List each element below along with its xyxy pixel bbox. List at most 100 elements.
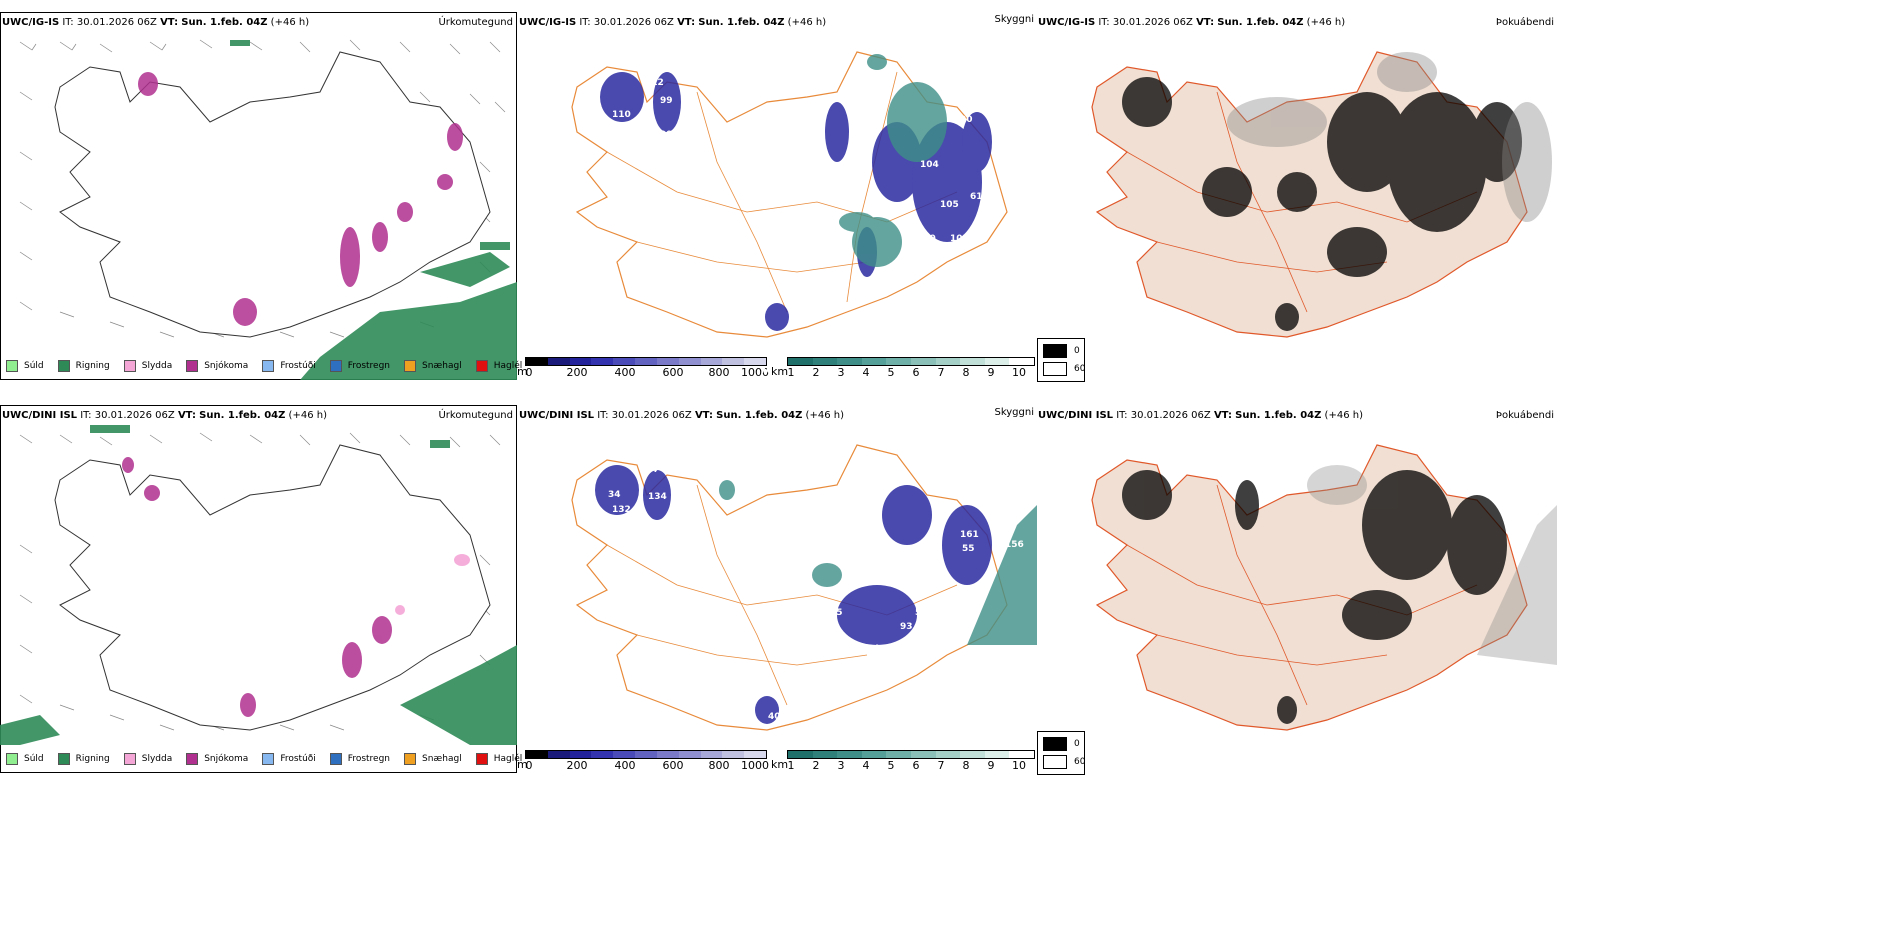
map-value-label: 86 [870,308,883,318]
tick-label: 2 [812,759,820,772]
vis-scalebar [787,750,1035,759]
row2-fog-header: UWC/DINI ISL IT: 30.01.2026 06Z VT: Sun.… [1038,410,1363,422]
fog-legend-row: 60 [1043,362,1085,376]
height-ticks: 0 200 400 600 800 1000 [525,759,770,772]
map-value-label: 134 [648,492,667,502]
legend-item: Slydda [123,360,172,372]
vt-value: Sun. 1.feb. 04Z [181,17,268,28]
vis-unit: km [771,758,789,771]
row2-precip-header: UWC/DINI ISL IT: 30.01.2026 06Z VT: Sun.… [2,410,327,422]
map-value-label: 101 [635,118,654,128]
row1-precip-panel: UWC/IG-IS IT: 30.01.2026 06Z VT: Sun. 1.… [0,12,522,380]
model-name: UWC/IG-IS [1038,17,1096,28]
fog-legend-row: 60 [1043,755,1085,769]
row2-fog-panel: Þokuábendi 0 60 [1037,405,1557,775]
legend-item: Rigning [57,360,110,372]
legend-item: Súld [6,360,44,372]
tick-label: 3 [837,759,845,772]
row1-fog-header: UWC/IG-IS IT: 30.01.2026 06Z VT: Sun. 1.… [1038,17,1345,29]
tick-label: 0 [525,366,533,379]
lead-time: (+46 h) [1306,17,1346,28]
map-value-label: 105 [940,200,959,210]
lead-time: (+46 h) [805,410,844,421]
map-value-label: 85 [830,608,843,618]
vis-unit: km [771,365,789,378]
map-value-label: 94 [867,644,880,654]
model-name: UWC/IG-IS [2,17,60,28]
tick-label: 8 [962,366,970,379]
row2-precip-panel: UWC/DINI ISL IT: 30.01.2026 06Z VT: Sun.… [0,405,522,773]
height-scale: m 0 200 400 600 800 1000 [517,750,770,772]
map-value-label: 22 [867,666,880,676]
vt-value: Sun. 1.feb. 04Z [1217,17,1304,28]
height-scale: m 0 200 400 600 800 1000 [517,357,769,379]
map-value-label: 102 [950,234,969,244]
tick-label: 4 [862,366,870,379]
tick-label: 800 [708,759,730,772]
tick-label: 6 [912,759,920,772]
fog-title: Þokuábendi [1495,17,1554,28]
it-label: IT: [579,17,591,28]
tick-label: 1000 [741,759,769,772]
vt-label: VT: [1213,410,1232,421]
map-value-label: 40 [768,712,781,722]
row2-cloud-header: UWC/DINI ISL IT: 30.01.2026 06Z VT: Sun.… [519,410,844,422]
legend-item: Snæhagl [404,753,462,765]
map-value-label: 104 [920,160,939,170]
row1-cloud-header: UWC/IG-IS IT: 30.01.2026 06Z VT: Sun. 1.… [519,17,826,29]
tick-label: 1 [787,759,795,772]
map-value-label: 110 [612,110,631,120]
row1-fog-panel: Þokuábendi 0 60 [1037,12,1557,382]
it-label: IT: [80,410,92,421]
lead-time: (+46 h) [787,17,827,28]
vt-label: VT: [160,17,179,28]
it-value: 30.01.2026 06Z [76,17,157,28]
map-value-label: 156 [1005,540,1024,550]
tick-label: 8 [962,759,970,772]
legend-item: Snjókoma [186,753,248,765]
map-value-label: 100 [917,234,936,244]
legend-item: Súld [6,753,44,765]
tick-label: 10 [1012,759,1026,772]
it-value: 30.01.2026 06Z [1130,410,1211,421]
map-value-label: 99 [660,532,673,542]
vis-ticks: 1 2 3 4 5 6 7 8 9 10 [787,366,1033,379]
lead-time: (+46 h) [1324,410,1363,421]
legend-item: Rigning [57,753,110,765]
tick-label: 800 [708,366,730,379]
model-name: UWC/DINI ISL [1038,410,1114,421]
tick-label: 600 [662,366,684,379]
row2-cloud-map [571,444,1037,731]
fog-legend-row: 0 [1043,737,1080,751]
legend-item: Haglél [475,360,522,372]
tick-label: 2 [812,366,820,379]
row1-fog-map [1091,51,1552,338]
tick-label: 200 [566,759,588,772]
vis-ticks: 1 2 3 4 5 6 7 8 9 10 [787,759,1033,772]
tick-label: 200 [566,366,588,379]
fog-legend: 0 60 [1037,731,1085,775]
tick-label: 10 [1012,366,1026,379]
legend-item: Frostregn [329,360,390,372]
map-value-label: 73 [975,226,988,236]
it-label: IT: [1116,410,1128,421]
row1-precip-map [0,12,517,380]
legend-item: Frostregn [329,753,390,765]
cloud-title: Skyggni [994,14,1034,25]
it-value: 30.01.2026 06Z [1112,17,1193,28]
fog-title: Þokuábendi [1495,410,1554,421]
legend-item: Frostúði [262,753,316,765]
legend-item: Frostúði [262,360,316,372]
tick-label: 7 [937,759,945,772]
row2-fog-map [1091,444,1557,731]
legend-item: Snjókoma [186,360,248,372]
fog-legend-row: 0 [1043,344,1080,358]
vt-value: Sun. 1.feb. 04Z [199,410,286,421]
tick-label: 6 [912,366,920,379]
map-value-label: 109 [830,270,849,280]
tick-label: 7 [937,366,945,379]
vt-label: VT: [1196,17,1215,28]
map-value-label: 161 [960,530,979,540]
height-unit: m [517,758,528,771]
row1-cloud-map [571,51,1008,338]
